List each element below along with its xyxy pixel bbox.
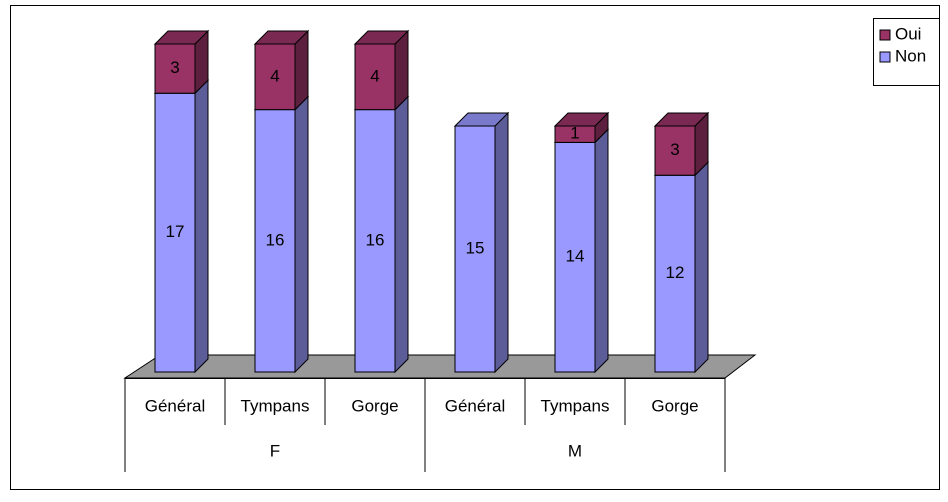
- bar-side: [294, 29, 309, 111]
- bar-top: [153, 30, 210, 45]
- legend-box: [873, 18, 940, 86]
- x-tick-label: Général: [445, 396, 505, 415]
- bar-top: [653, 112, 710, 127]
- bar-front: [654, 125, 696, 176]
- data-label: 4: [370, 66, 379, 85]
- legend-swatch: [879, 51, 891, 63]
- data-label: 15: [466, 238, 485, 257]
- data-label: 3: [670, 140, 679, 159]
- bar-side: [494, 111, 509, 374]
- bar-front: [454, 125, 496, 373]
- bar-side: [394, 95, 409, 374]
- data-label: 17: [166, 222, 185, 241]
- bar-front: [254, 109, 296, 373]
- bar-top: [253, 30, 310, 45]
- x-tick-label: Tympans: [241, 396, 310, 415]
- x-tick-label: Gorge: [651, 396, 698, 415]
- data-label: 16: [366, 230, 385, 249]
- bar-top: [453, 112, 510, 127]
- bar-side: [194, 78, 209, 374]
- data-label: 1: [570, 124, 579, 143]
- data-label: 4: [270, 66, 279, 85]
- legend-label: Oui: [895, 24, 921, 43]
- legend-swatch: [879, 29, 891, 41]
- data-label: 12: [666, 263, 685, 282]
- x-tick-label: Tympans: [541, 396, 610, 415]
- bar-front: [354, 109, 396, 373]
- x-tick-label: Gorge: [351, 396, 398, 415]
- data-label: 3: [170, 58, 179, 77]
- group-label: F: [270, 441, 280, 460]
- legend-label: Non: [895, 46, 926, 65]
- bar-side: [294, 95, 309, 374]
- bar-top: [353, 30, 410, 45]
- data-label: 14: [566, 247, 585, 266]
- bar-front: [354, 43, 396, 111]
- data-label: 16: [266, 230, 285, 249]
- x-tick-label: Général: [145, 396, 205, 415]
- bar-side: [694, 160, 709, 374]
- bar-side: [394, 29, 409, 111]
- group-label: M: [568, 441, 582, 460]
- bar-front: [654, 174, 696, 373]
- bar-side: [594, 128, 609, 374]
- bar-top: [553, 112, 610, 127]
